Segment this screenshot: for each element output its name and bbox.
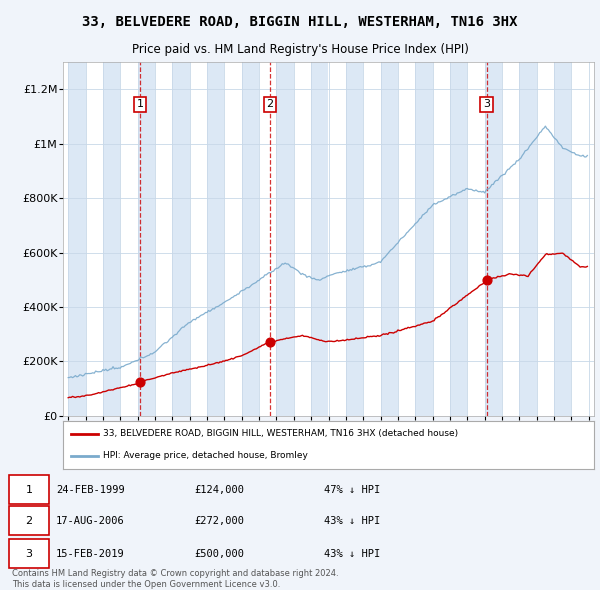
Text: 24-FEB-1999: 24-FEB-1999: [56, 484, 125, 494]
Bar: [242, 62, 259, 416]
Text: 17-AUG-2006: 17-AUG-2006: [56, 516, 125, 526]
Bar: [520, 62, 537, 416]
Bar: [172, 62, 190, 416]
FancyBboxPatch shape: [9, 506, 49, 535]
Bar: [68, 62, 86, 416]
Bar: [485, 62, 502, 416]
Text: Price paid vs. HM Land Registry's House Price Index (HPI): Price paid vs. HM Land Registry's House …: [131, 43, 469, 56]
Text: 43% ↓ HPI: 43% ↓ HPI: [323, 516, 380, 526]
Bar: [103, 62, 120, 416]
FancyBboxPatch shape: [9, 475, 49, 504]
Text: 3: 3: [25, 549, 32, 559]
Text: 47% ↓ HPI: 47% ↓ HPI: [323, 484, 380, 494]
FancyBboxPatch shape: [9, 539, 49, 568]
Bar: [380, 62, 398, 416]
Text: £500,000: £500,000: [194, 549, 244, 559]
Bar: [207, 62, 224, 416]
Text: 33, BELVEDERE ROAD, BIGGIN HILL, WESTERHAM, TN16 3HX (detached house): 33, BELVEDERE ROAD, BIGGIN HILL, WESTERH…: [103, 430, 458, 438]
Text: 15-FEB-2019: 15-FEB-2019: [56, 549, 125, 559]
Text: 2: 2: [266, 100, 274, 109]
Bar: [277, 62, 294, 416]
Bar: [311, 62, 328, 416]
Text: 1: 1: [25, 484, 32, 494]
Point: [265, 337, 275, 346]
Text: £124,000: £124,000: [194, 484, 244, 494]
Bar: [346, 62, 363, 416]
Text: 43% ↓ HPI: 43% ↓ HPI: [323, 549, 380, 559]
Bar: [450, 62, 467, 416]
Text: 33, BELVEDERE ROAD, BIGGIN HILL, WESTERHAM, TN16 3HX: 33, BELVEDERE ROAD, BIGGIN HILL, WESTERH…: [82, 15, 518, 30]
Bar: [554, 62, 571, 416]
Point: [135, 378, 145, 387]
Text: 1: 1: [137, 100, 143, 109]
Point: [482, 275, 491, 284]
Text: Contains HM Land Registry data © Crown copyright and database right 2024.
This d: Contains HM Land Registry data © Crown c…: [12, 569, 338, 589]
Text: 3: 3: [483, 100, 490, 109]
Text: £272,000: £272,000: [194, 516, 244, 526]
Bar: [137, 62, 155, 416]
Text: 2: 2: [25, 516, 32, 526]
Text: HPI: Average price, detached house, Bromley: HPI: Average price, detached house, Brom…: [103, 451, 308, 460]
Bar: [415, 62, 433, 416]
